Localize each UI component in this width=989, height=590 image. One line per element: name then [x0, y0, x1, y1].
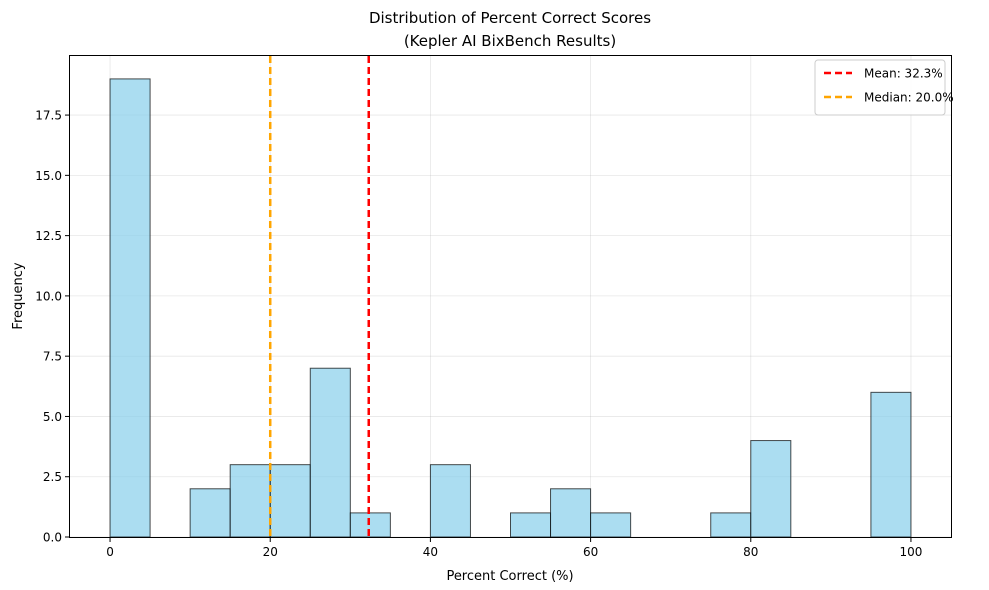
legend-label-mean: Mean: 32.3%	[864, 67, 943, 81]
x-tick-label: 20	[263, 545, 278, 559]
legend-label-median: Median: 20.0%	[864, 91, 954, 105]
legend: Mean: 32.3% Median: 20.0%	[814, 59, 954, 116]
x-tick-label: 80	[743, 545, 758, 559]
reference-lines	[268, 56, 370, 537]
x-tick-label: 40	[423, 545, 438, 559]
x-tick-label: 0	[106, 545, 114, 559]
y-tick-label: 2.5	[43, 470, 62, 484]
histogram-bar	[429, 464, 471, 538]
histogram-bars	[109, 78, 912, 538]
histogram-bar	[590, 512, 632, 538]
x-tick-label: 60	[583, 545, 598, 559]
histogram-bar	[870, 391, 912, 538]
histogram-bar	[750, 440, 792, 538]
histogram-bar	[309, 367, 351, 538]
grid-lines	[70, 56, 951, 538]
y-tick-label: 10.0	[35, 289, 62, 303]
y-tick-label: 0.0	[43, 531, 62, 545]
histogram-bar	[269, 464, 311, 538]
histogram-bar	[229, 464, 271, 538]
histogram-bar	[349, 512, 391, 538]
y-tick-label: 7.5	[43, 350, 62, 364]
histogram-bar	[710, 512, 752, 538]
plot-frame	[69, 55, 952, 538]
y-tick-label: 5.0	[43, 410, 62, 424]
x-axis-label: Percent Correct (%)	[446, 569, 573, 584]
chart-title-line1: Distribution of Percent Correct Scores	[369, 9, 651, 27]
histogram-bar	[189, 488, 231, 538]
y-tick-label: 17.5	[35, 109, 62, 123]
y-axis: 0.0 2.5 5.0 7.5 10.0 12.5 15.0 17.5	[35, 109, 70, 545]
chart-title-line2: (Kepler AI BixBench Results)	[404, 32, 616, 50]
histogram-bar	[550, 488, 592, 538]
y-axis-label: Frequency	[11, 262, 26, 329]
y-tick-label: 12.5	[35, 229, 62, 243]
x-tick-label: 100	[900, 545, 923, 559]
x-axis: 0 20 40 60 80 100	[106, 537, 922, 559]
histogram-bar	[510, 512, 552, 538]
histogram-bar	[109, 78, 151, 538]
y-tick-label: 15.0	[35, 169, 62, 183]
